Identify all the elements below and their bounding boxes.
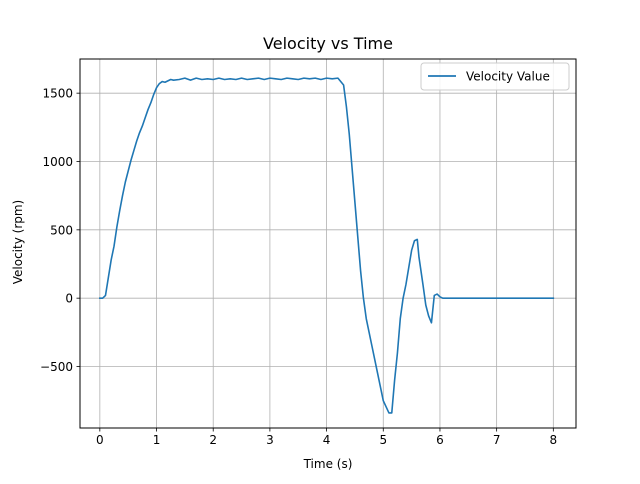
- axes-frame: [79, 58, 577, 429]
- x-tick-label: 5: [379, 433, 387, 447]
- x-tick-label: 0: [96, 433, 104, 447]
- x-tick-label: 1: [153, 433, 161, 447]
- y-axis-label: Velocity (rpm): [11, 200, 25, 285]
- legend-label-velocity-value: Velocity Value: [466, 70, 550, 84]
- x-tick-label: 6: [436, 433, 444, 447]
- x-tick-label: 7: [493, 433, 501, 447]
- x-tick-label: 3: [266, 433, 274, 447]
- x-tick-label: 8: [550, 433, 558, 447]
- x-tick-label: 2: [209, 433, 217, 447]
- x-axis-label: Time (s): [303, 457, 353, 471]
- axis-ticks: 0 1 2 3 4 5 6 7 8 −500 0 500 1000 1500: [40, 87, 557, 447]
- y-tick-label: 500: [50, 223, 73, 237]
- y-tick-label: −500: [40, 360, 73, 374]
- x-tick-label: 4: [323, 433, 331, 447]
- legend: Velocity Value: [420, 62, 570, 91]
- y-tick-label: 1500: [42, 87, 73, 101]
- legend-box: [420, 62, 570, 91]
- series-line-velocity-value: [99, 77, 555, 414]
- y-tick-label: 0: [65, 292, 73, 306]
- y-tick-label: 1000: [42, 155, 73, 169]
- chart-title: Velocity vs Time: [263, 34, 393, 53]
- series-layer: [99, 77, 555, 414]
